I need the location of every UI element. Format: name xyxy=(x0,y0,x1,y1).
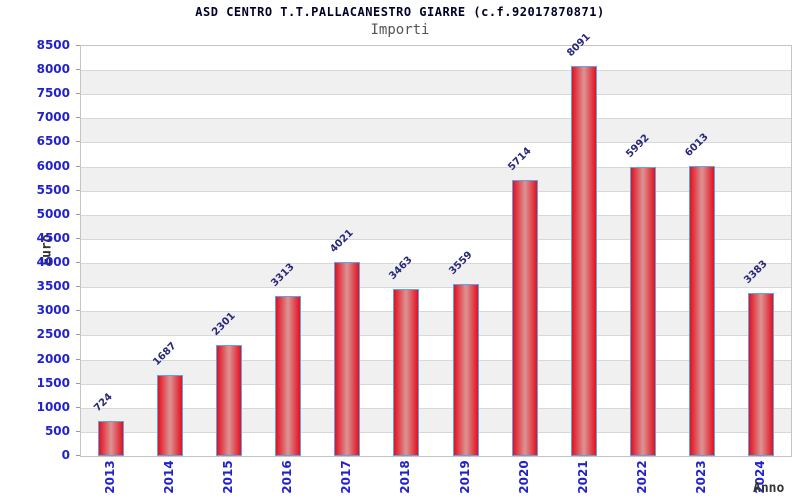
y-tick-mark xyxy=(76,430,80,432)
plot-band xyxy=(81,383,791,408)
grid-line xyxy=(81,407,791,409)
x-tick-label: 2023 xyxy=(694,460,709,494)
bar-2016 xyxy=(275,296,302,456)
grid-line xyxy=(81,214,791,216)
plot-band xyxy=(81,431,791,456)
x-tick-label: 2016 xyxy=(280,460,295,494)
x-tick-label: 2018 xyxy=(398,460,413,494)
y-tick-label: 2000 xyxy=(36,351,70,366)
grid-line xyxy=(81,431,791,433)
x-tick-label: 2014 xyxy=(161,460,176,494)
grid-line xyxy=(81,311,791,313)
chart-subtitle: Importi xyxy=(370,22,430,38)
grid-line xyxy=(81,359,791,361)
plot-band xyxy=(81,335,791,360)
y-tick-label: 7000 xyxy=(36,110,70,125)
y-tick-mark xyxy=(76,310,80,312)
bar-2020 xyxy=(511,180,538,456)
grid-line xyxy=(81,118,791,120)
y-tick-mark xyxy=(76,286,80,288)
y-tick-label: 5000 xyxy=(36,206,70,221)
y-tick-mark xyxy=(76,69,80,71)
grid-line xyxy=(81,190,791,192)
bar-2024 xyxy=(748,292,775,456)
plot-band xyxy=(81,287,791,312)
plot-band xyxy=(81,94,791,119)
y-tick-label: 5500 xyxy=(36,182,70,197)
y-tick-mark xyxy=(76,141,80,143)
x-tick-label: 2021 xyxy=(575,460,590,494)
grid-line xyxy=(81,335,791,337)
plot-band xyxy=(81,166,791,191)
plot-band xyxy=(81,70,791,95)
bar-2018 xyxy=(393,288,420,456)
plot-band xyxy=(81,407,791,432)
grid-line xyxy=(81,94,791,96)
y-tick-label: 4000 xyxy=(36,255,70,270)
bar-2022 xyxy=(630,166,657,456)
grid-line xyxy=(81,70,791,72)
y-tick-mark xyxy=(76,262,80,264)
grid-line xyxy=(81,287,791,289)
plot-band xyxy=(81,263,791,288)
plot-band xyxy=(81,238,791,264)
plot-band xyxy=(81,214,791,239)
y-tick-label: 8500 xyxy=(36,38,70,52)
y-tick-label: 500 xyxy=(44,423,70,438)
plot-area: 724 1687 2301 3313 4021 3463 3559 5714 8091 5992 6… xyxy=(80,31,792,457)
bar-2023 xyxy=(689,165,716,456)
x-tick-label: 2017 xyxy=(339,460,354,494)
x-tick-label: 2019 xyxy=(457,460,472,494)
chart-title: ASD CENTRO T.T.PALLACANESTRO GIARRE (c.f… xyxy=(195,5,605,19)
x-tick-label: 2013 xyxy=(102,460,117,494)
y-tick-mark xyxy=(76,455,80,456)
y-tick-mark xyxy=(76,213,80,215)
bar-2021 xyxy=(570,65,597,456)
x-tick-label: 2015 xyxy=(220,460,235,494)
y-tick-label: 1000 xyxy=(36,399,70,414)
bar-2017 xyxy=(334,262,361,456)
y-tick-label: 0 xyxy=(61,448,70,462)
plot-band xyxy=(81,311,791,336)
y-tick-label: 6000 xyxy=(36,158,70,173)
y-tick-mark xyxy=(76,334,80,336)
grid-line xyxy=(81,383,791,385)
y-tick-label: 3500 xyxy=(36,279,70,294)
y-tick-label: 7500 xyxy=(36,86,70,101)
grid-line xyxy=(81,142,791,144)
y-tick-label: 8000 xyxy=(36,62,70,77)
bar-2019 xyxy=(452,284,479,456)
x-axis-title: Anno xyxy=(753,481,785,496)
y-tick-label: 2500 xyxy=(36,327,70,342)
y-tick-label: 4500 xyxy=(36,230,70,245)
y-tick-mark xyxy=(76,93,80,95)
y-tick-label: 6500 xyxy=(36,134,70,149)
bar-2014 xyxy=(156,374,183,456)
grid-line xyxy=(81,263,791,265)
y-tick-label: 1500 xyxy=(36,375,70,390)
grid-line xyxy=(81,166,791,168)
x-tick-label: 2020 xyxy=(516,460,531,494)
bar-2013 xyxy=(97,421,124,456)
bar-2015 xyxy=(215,345,242,456)
y-tick-mark xyxy=(76,45,80,46)
y-tick-mark xyxy=(76,237,80,239)
plot-band xyxy=(81,118,791,143)
y-tick-mark xyxy=(76,406,80,408)
plot-band xyxy=(81,142,791,167)
y-tick-label: 3000 xyxy=(36,303,70,318)
plot-band xyxy=(81,190,791,215)
plot-band xyxy=(81,359,791,384)
x-tick-label: 2022 xyxy=(635,460,650,494)
y-tick-mark xyxy=(76,189,80,191)
y-tick-mark xyxy=(76,358,80,360)
y-tick-mark xyxy=(76,117,80,119)
y-tick-mark xyxy=(76,165,80,167)
y-tick-mark xyxy=(76,382,80,384)
plot-band xyxy=(81,46,791,71)
grid-line xyxy=(81,238,791,240)
